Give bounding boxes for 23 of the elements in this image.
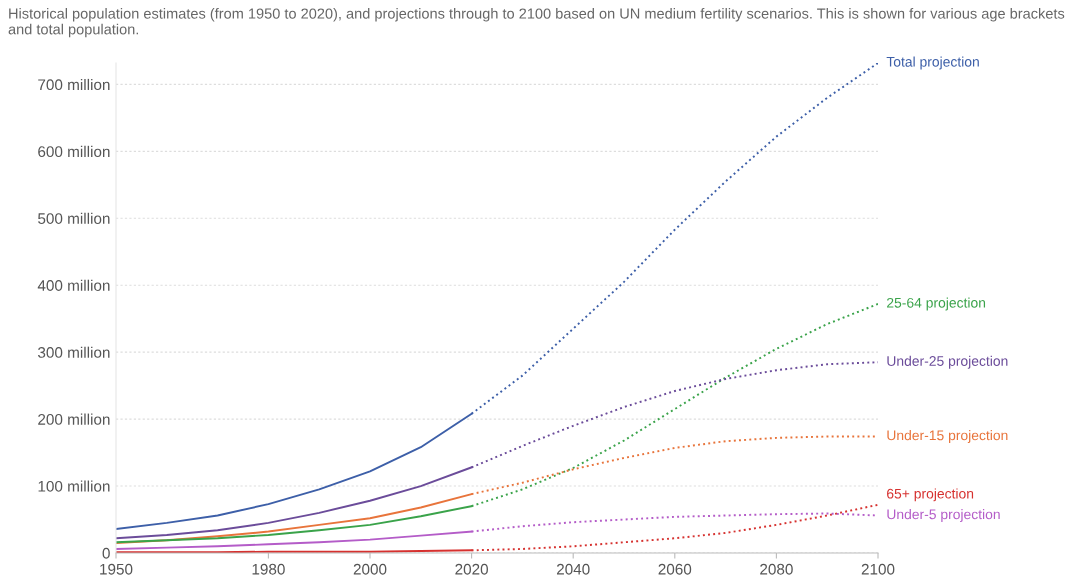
x-tick-label: 2080 bbox=[760, 563, 793, 575]
x-tick-label: 1950 bbox=[100, 563, 133, 575]
y-tick-label: 600 million bbox=[38, 145, 110, 158]
series-label: Under-5 projection bbox=[887, 509, 1000, 522]
y-tick-label: 700 million bbox=[38, 78, 110, 91]
x-tick-label: 2040 bbox=[556, 563, 590, 575]
series-label: Under-15 projection bbox=[887, 430, 1008, 443]
y-tick-label: 0 bbox=[102, 547, 110, 559]
y-tick-label: 100 million bbox=[38, 480, 110, 492]
y-tick-label: 400 million bbox=[37, 279, 110, 291]
x-tick-label: 2100 bbox=[861, 563, 895, 575]
x-tick-label: 2060 bbox=[658, 563, 692, 575]
x-tick-label: 2000 bbox=[353, 563, 387, 575]
series-label: 65+ projection bbox=[887, 488, 974, 502]
y-tick-label: 200 million bbox=[38, 413, 110, 425]
y-tick-label: 500 million bbox=[38, 212, 110, 224]
series-label: Total projection bbox=[886, 56, 979, 70]
chart-title: Historical population estimates (from 1950 to 2020), and projections through to 2100 based on UN medium fertility scenarios. This is shown for various age brackets and total population. bbox=[8, 8, 1065, 38]
x-tick-label: 2020 bbox=[455, 563, 488, 575]
y-tick-label: 300 million bbox=[38, 346, 110, 358]
series-label: Under-25 projection bbox=[887, 355, 1008, 369]
series-label: 25-64 projection bbox=[887, 297, 986, 311]
x-tick-label: 1980 bbox=[252, 563, 285, 575]
